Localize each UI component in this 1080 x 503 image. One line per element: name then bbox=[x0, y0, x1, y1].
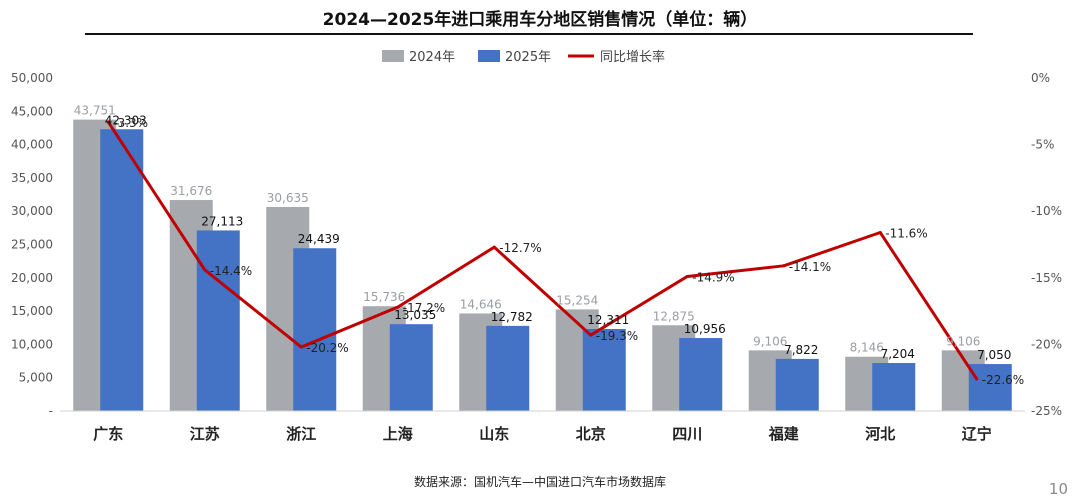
growth-point bbox=[299, 345, 303, 349]
bar-2025 bbox=[775, 358, 819, 411]
growth-point bbox=[203, 268, 207, 272]
data-label-2024: 43,751 bbox=[74, 104, 116, 118]
growth-data-label: -12.7% bbox=[499, 241, 541, 255]
y-right-tick-label: -5% bbox=[1031, 138, 1054, 152]
y-left-tick-label: 30,000 bbox=[11, 204, 53, 218]
bar-2025 bbox=[293, 248, 337, 411]
growth-line bbox=[106, 121, 979, 380]
legend-label-2024: 2024年 bbox=[409, 50, 455, 65]
x-axis: 广东 江苏 浙江 上海 山东 北京 四川 福建 河北 辽宁 bbox=[60, 410, 1025, 443]
bar-2025 bbox=[968, 364, 1012, 411]
y-right-tick-label: -10% bbox=[1031, 204, 1062, 218]
data-label-2024: 15,254 bbox=[556, 293, 598, 307]
data-label-2025: 24,439 bbox=[298, 232, 340, 246]
growth-data-label: -3.3% bbox=[113, 116, 148, 130]
x-tick-label: 四川 bbox=[672, 425, 702, 443]
data-label-2025: 27,113 bbox=[201, 214, 243, 228]
growth-point bbox=[589, 333, 593, 337]
chart-title: 2024—2025年进口乘用车分地区销售情况（单位：辆） bbox=[322, 10, 758, 30]
bar-2025 bbox=[582, 329, 626, 411]
growth-point bbox=[492, 245, 496, 249]
data-label-2025: 10,956 bbox=[684, 322, 726, 336]
page-number: 10 bbox=[1048, 480, 1068, 498]
data-label-2024: 12,875 bbox=[653, 309, 695, 323]
growth-data-label: -19.3% bbox=[596, 329, 638, 343]
x-tick-label: 河北 bbox=[865, 425, 895, 443]
x-tick-label: 江苏 bbox=[190, 425, 220, 443]
y-left-tick-label: 25,000 bbox=[11, 238, 53, 252]
data-label-2025: 12,782 bbox=[491, 310, 533, 324]
y-left-tick-label: 35,000 bbox=[11, 171, 53, 185]
bar-2025 bbox=[679, 338, 723, 411]
growth-data-label: -14.1% bbox=[789, 260, 831, 274]
growth-line-series bbox=[106, 120, 979, 381]
x-tick-label: 辽宁 bbox=[962, 425, 992, 443]
growth-data-label: -11.6% bbox=[885, 227, 927, 241]
growth-point bbox=[396, 305, 400, 309]
y-axis-right: 0% -5% -10% -15% -20% -25% bbox=[1031, 71, 1062, 418]
growth-data-label: -20.2% bbox=[306, 341, 348, 355]
data-label-2025: 42,303 bbox=[105, 113, 147, 127]
data-label-2025: 13,035 bbox=[394, 308, 436, 322]
x-tick-label: 上海 bbox=[383, 425, 413, 443]
data-label-2024: 8,146 bbox=[850, 341, 884, 355]
bar-2025 bbox=[100, 129, 144, 411]
x-tick-label: 北京 bbox=[576, 425, 606, 443]
bar-2025 bbox=[872, 363, 916, 411]
data-label-2024: 9,106 bbox=[753, 334, 787, 348]
y-axis-left: - 5,000 10,000 15,000 20,000 25,000 30,000 35,0… bbox=[11, 71, 53, 418]
growth-point bbox=[782, 264, 786, 268]
data-label-2024: 15,736 bbox=[363, 290, 405, 304]
x-tick-label: 山东 bbox=[479, 425, 509, 443]
y-right-tick-label: 0% bbox=[1031, 71, 1050, 85]
data-label-2025: 7,204 bbox=[881, 347, 915, 361]
x-tick-label: 浙江 bbox=[286, 425, 316, 443]
data-label-2025: 7,822 bbox=[784, 343, 818, 357]
growth-data-label: -14.9% bbox=[692, 270, 734, 284]
growth-data-label: -22.6% bbox=[982, 373, 1024, 387]
legend-label-2025: 2025年 bbox=[505, 50, 551, 65]
y-right-tick-label: -25% bbox=[1031, 404, 1062, 418]
data-label-2024: 9,106 bbox=[946, 334, 980, 348]
x-tick-label: 广东 bbox=[93, 425, 123, 443]
data-label-2024: 31,676 bbox=[170, 184, 212, 198]
growth-data-label: -17.2% bbox=[403, 301, 445, 315]
legend-swatch-2024 bbox=[382, 50, 404, 62]
data-source-note: 数据来源：国机汽车—中国进口汽车市场数据库 bbox=[413, 475, 666, 489]
legend: 2024年 2025年 同比增长率 bbox=[382, 49, 665, 65]
y-left-tick-label: 20,000 bbox=[11, 271, 53, 285]
y-left-tick-label: 10,000 bbox=[11, 337, 53, 351]
growth-point bbox=[878, 231, 882, 235]
legend-label-growth: 同比增长率 bbox=[600, 49, 665, 65]
bar-series bbox=[73, 119, 1012, 411]
y-left-tick-label: 15,000 bbox=[11, 304, 53, 318]
growth-data-label: -14.4% bbox=[210, 264, 252, 278]
data-label-2025: 7,050 bbox=[977, 348, 1011, 362]
data-label-2025: 12,311 bbox=[587, 313, 629, 327]
growth-point bbox=[975, 377, 979, 381]
growth-point bbox=[106, 120, 110, 124]
x-tick-label: 福建 bbox=[768, 425, 800, 443]
y-right-tick-label: -20% bbox=[1031, 337, 1062, 351]
bar-2025 bbox=[196, 230, 240, 411]
title-divider bbox=[85, 33, 973, 35]
data-label-2024: 14,646 bbox=[460, 297, 502, 311]
y-right-tick-label: -15% bbox=[1031, 271, 1062, 285]
growth-point bbox=[685, 274, 689, 278]
y-left-tick-label: 45,000 bbox=[11, 104, 53, 118]
data-label-2024: 30,635 bbox=[267, 191, 309, 205]
y-left-tick-label: 5,000 bbox=[19, 371, 53, 385]
y-left-tick-label: 40,000 bbox=[11, 138, 53, 152]
bar-2025 bbox=[389, 324, 433, 411]
bar-2025 bbox=[486, 325, 530, 411]
legend-swatch-2025 bbox=[478, 50, 500, 62]
y-left-tick-label: 50,000 bbox=[11, 71, 53, 85]
y-left-tick-label: - bbox=[49, 404, 53, 418]
